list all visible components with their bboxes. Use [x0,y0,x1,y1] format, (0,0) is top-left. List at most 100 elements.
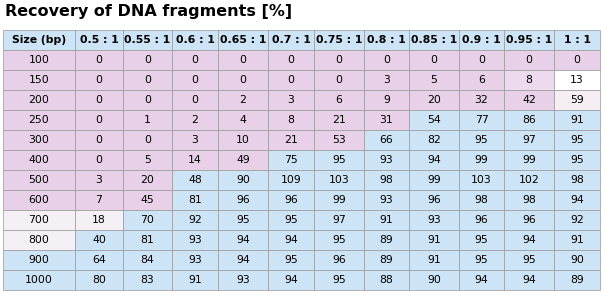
Bar [123,170,172,190]
Text: 95: 95 [284,215,298,225]
Text: 8: 8 [526,75,533,85]
Text: 0: 0 [144,75,151,85]
Text: 81: 81 [141,235,154,245]
Text: 0.8 : 1: 0.8 : 1 [367,35,406,45]
Text: 0.6 : 1: 0.6 : 1 [175,35,215,45]
Text: 91: 91 [379,215,394,225]
Bar [3,90,75,110]
Text: 95: 95 [570,155,584,165]
Bar [3,190,75,210]
Text: 95: 95 [332,275,346,285]
Bar [75,190,123,210]
Bar [314,270,364,290]
Text: 95: 95 [332,155,346,165]
Text: 93: 93 [379,155,394,165]
Text: 82: 82 [427,135,441,145]
Text: 0: 0 [336,75,343,85]
Bar [364,90,409,110]
Text: 98: 98 [522,195,536,205]
Text: 66: 66 [379,135,394,145]
Bar [123,30,172,50]
Text: 96: 96 [475,215,488,225]
Text: 0: 0 [336,55,343,65]
Bar [364,150,409,170]
Bar [218,170,268,190]
Bar [314,130,364,150]
Bar [75,210,123,230]
Bar [409,170,459,190]
Text: 91: 91 [570,235,584,245]
Bar [364,170,409,190]
Text: 90: 90 [570,255,584,265]
Text: 21: 21 [332,115,346,125]
Text: 95: 95 [522,255,536,265]
Bar [218,210,268,230]
Text: 0: 0 [191,55,199,65]
Bar [314,50,364,70]
Bar [504,190,554,210]
Bar [218,90,268,110]
Text: 9: 9 [383,95,390,105]
Text: 8: 8 [288,115,295,125]
Text: 0.65 : 1: 0.65 : 1 [220,35,266,45]
Text: 250: 250 [29,115,49,125]
Text: 80: 80 [92,275,106,285]
Bar [364,110,409,130]
Text: 2: 2 [240,95,247,105]
Bar [218,250,268,270]
Text: 96: 96 [332,255,346,265]
Bar [123,110,172,130]
Text: 42: 42 [522,95,536,105]
Text: 40: 40 [92,235,106,245]
Bar [459,90,504,110]
Text: 5: 5 [430,75,437,85]
Text: 97: 97 [522,135,536,145]
Text: 95: 95 [475,135,488,145]
Bar [123,150,172,170]
Bar [504,230,554,250]
Text: 0: 0 [144,95,151,105]
Bar [504,50,554,70]
Bar [268,170,314,190]
Text: 92: 92 [570,215,584,225]
Text: 95: 95 [475,235,488,245]
Text: 300: 300 [28,135,49,145]
Text: 99: 99 [427,175,441,185]
Bar [172,170,218,190]
Bar [75,250,123,270]
Text: 93: 93 [236,275,250,285]
Bar [459,70,504,90]
Text: 109: 109 [280,175,301,185]
Text: 0: 0 [95,115,103,125]
Bar [123,130,172,150]
Text: 102: 102 [518,175,539,185]
Text: 94: 94 [284,275,298,285]
Bar [218,130,268,150]
Bar [123,230,172,250]
Bar [409,110,459,130]
Text: 103: 103 [471,175,492,185]
Text: 0.85 : 1: 0.85 : 1 [411,35,457,45]
Text: 89: 89 [379,255,394,265]
Text: 0: 0 [144,55,151,65]
Text: 3: 3 [95,175,103,185]
Bar [364,250,409,270]
Text: 600: 600 [28,195,49,205]
Bar [123,250,172,270]
Text: 90: 90 [427,275,441,285]
Bar [3,110,75,130]
Text: 95: 95 [570,135,584,145]
Text: 93: 93 [188,235,202,245]
Text: 0: 0 [574,55,581,65]
Text: 10: 10 [236,135,250,145]
Bar [3,210,75,230]
Bar [314,110,364,130]
Text: 81: 81 [188,195,202,205]
Bar [554,190,600,210]
Bar [75,130,123,150]
Bar [364,210,409,230]
Bar [409,230,459,250]
Bar [459,150,504,170]
Text: 13: 13 [570,75,584,85]
Bar [409,270,459,290]
